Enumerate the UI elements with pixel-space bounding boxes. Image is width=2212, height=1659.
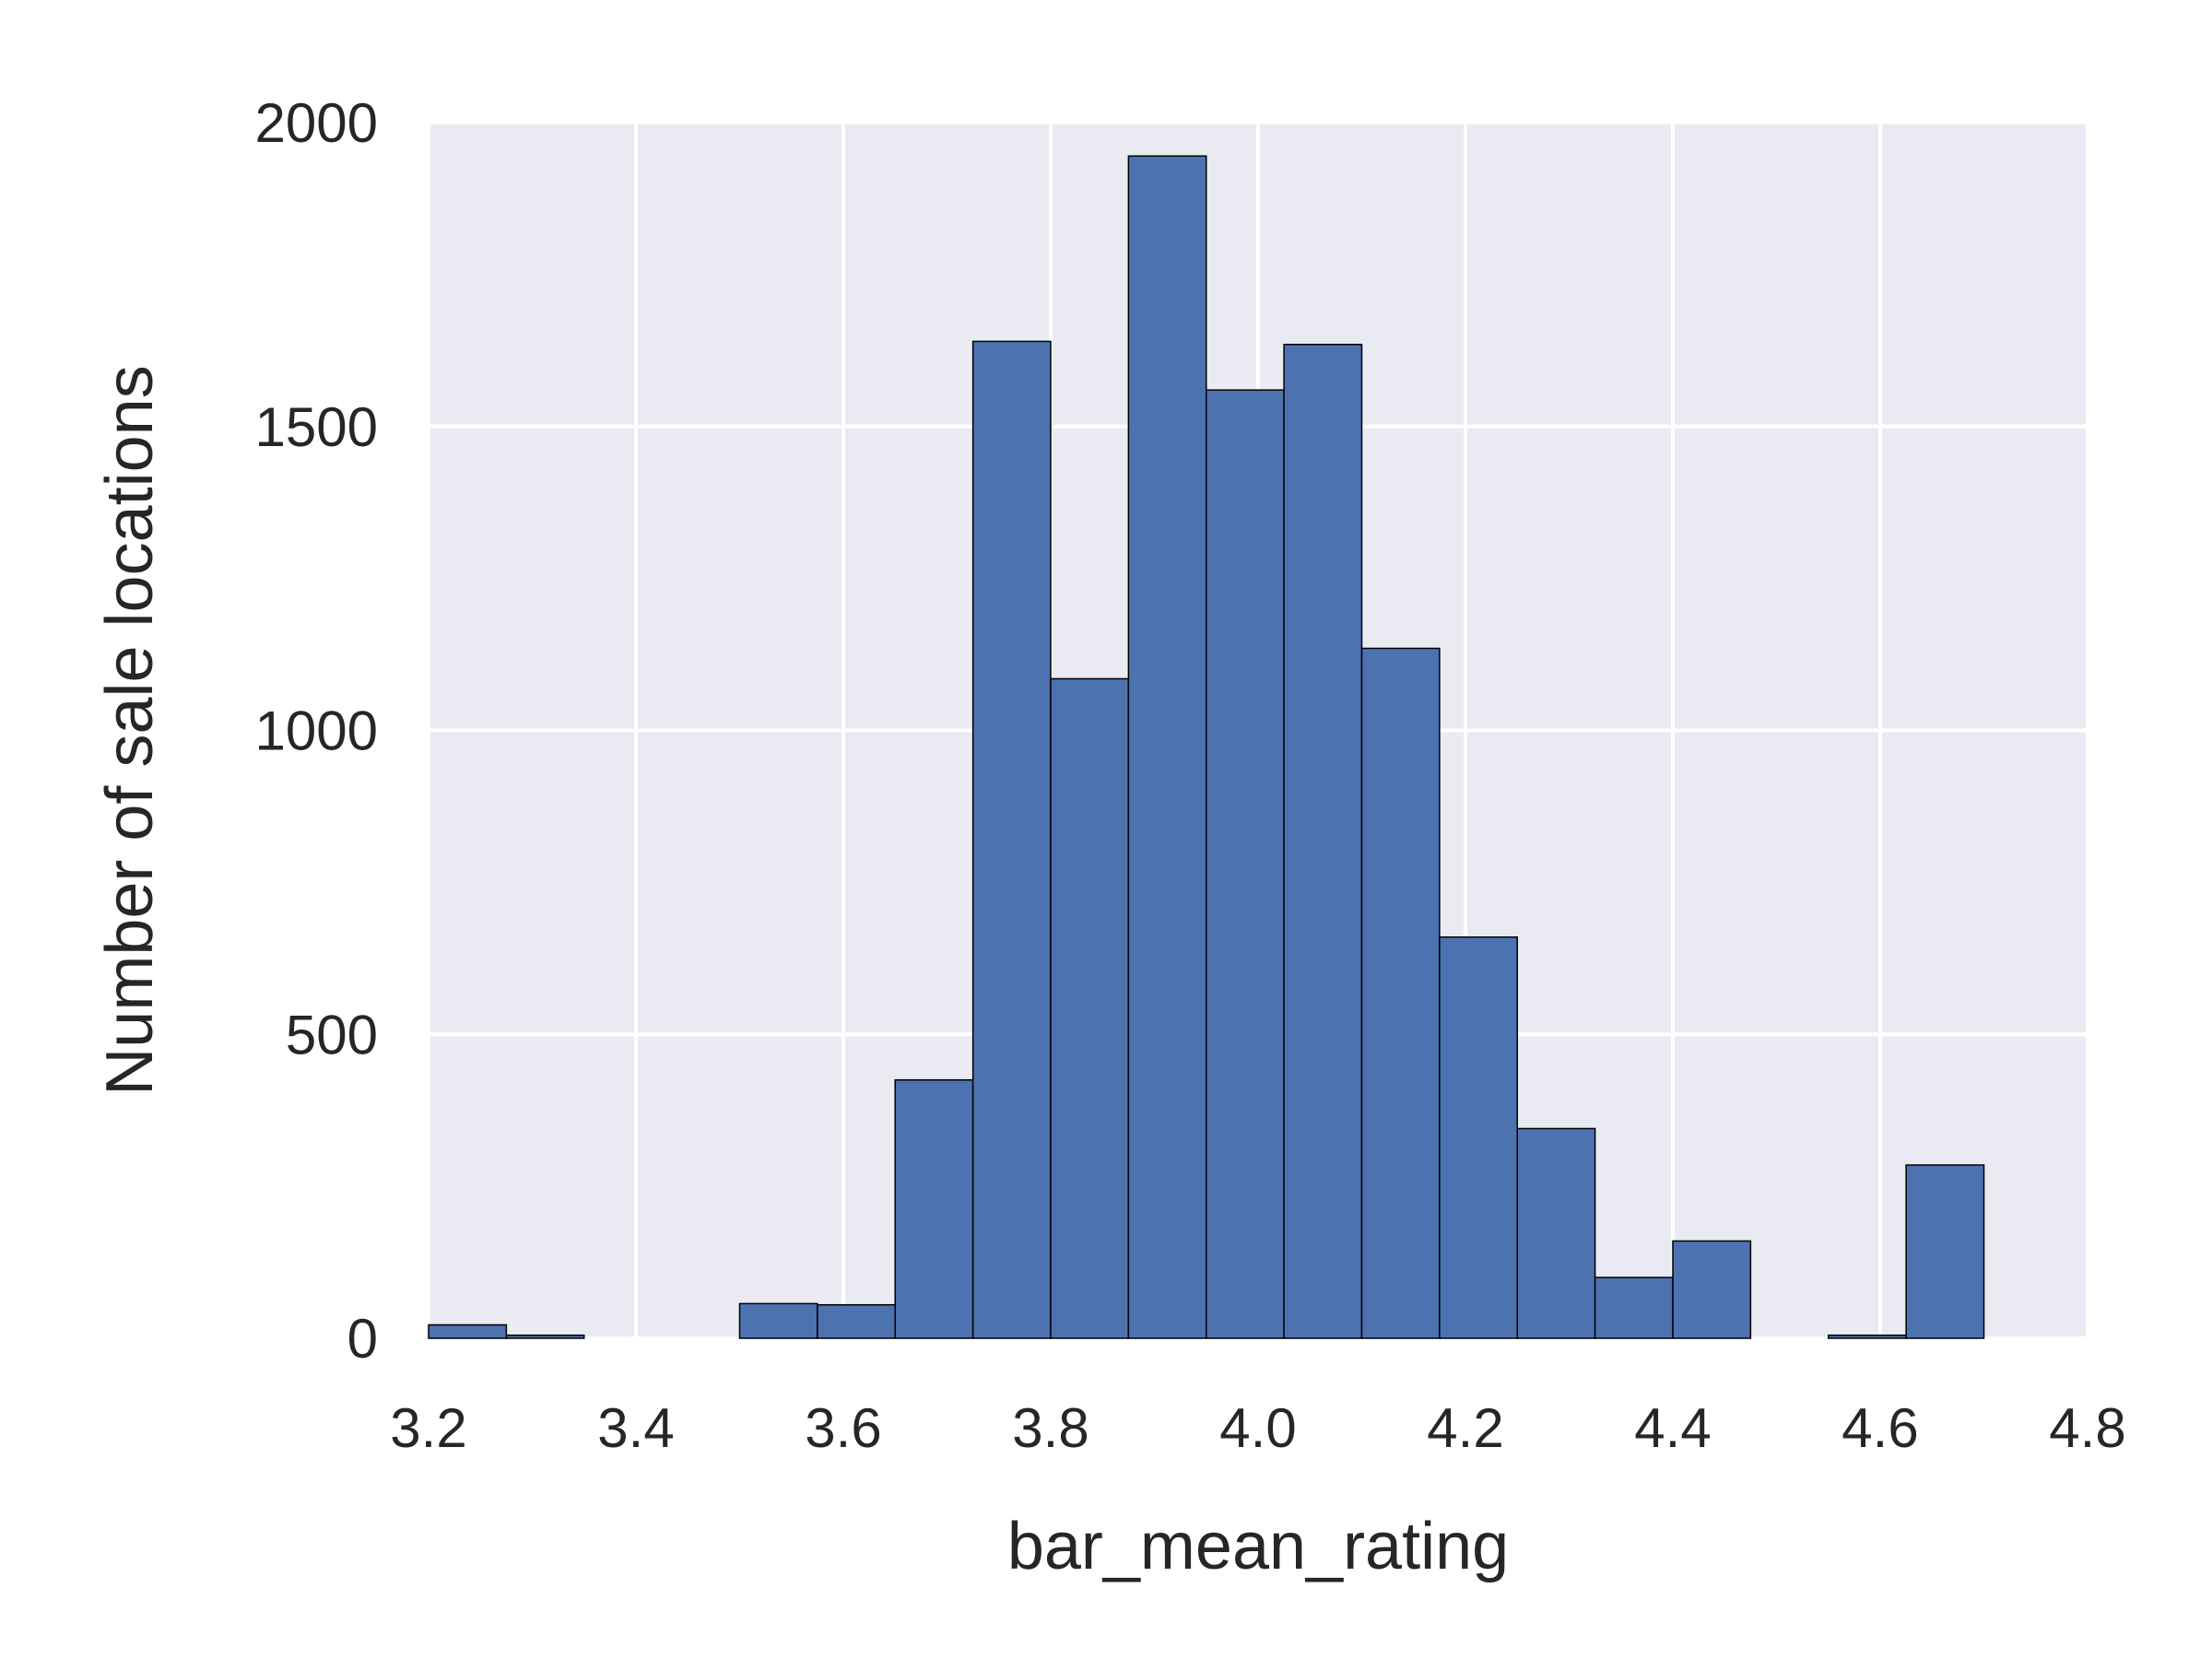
x-tick-label: 4.6 — [1841, 1397, 1918, 1459]
histogram-bar — [971, 340, 1052, 1339]
histogram-bar — [1905, 1164, 1985, 1339]
histogram-bar — [505, 1334, 585, 1339]
x-tick-label: 3.6 — [805, 1397, 881, 1459]
y-tick-label: 2000 — [255, 92, 378, 154]
histogram-bar — [1050, 677, 1130, 1339]
x-tick-label: 3.8 — [1012, 1397, 1088, 1459]
histogram-bars — [428, 155, 1985, 1339]
x-tick-labels: 3.2 3.4 3.6 3.8 4.0 4.2 4.4 4.6 4.8 — [390, 1397, 2125, 1459]
histogram-bar — [817, 1303, 896, 1339]
y-tick-label: 1500 — [255, 396, 378, 458]
y-tick-labels: 0 500 1000 1500 2000 — [255, 92, 378, 1370]
histogram-bar — [1516, 1127, 1596, 1339]
x-tick-label: 4.8 — [2049, 1397, 2125, 1459]
y-tick-label: 500 — [286, 1004, 378, 1065]
histogram-bar — [1127, 155, 1207, 1339]
x-tick-label: 3.2 — [390, 1397, 466, 1459]
x-tick-label: 4.2 — [1427, 1397, 1503, 1459]
histogram-bar — [1594, 1277, 1674, 1339]
histogram-bar — [738, 1302, 818, 1339]
x-tick-label: 4.0 — [1219, 1397, 1296, 1459]
x-tick-label: 4.4 — [1634, 1397, 1711, 1459]
histogram-bar — [1672, 1240, 1752, 1339]
x-axis-label: bar_mean_rating — [1007, 1510, 1509, 1583]
y-axis-label: Number of sale locations — [93, 365, 167, 1095]
histogram-bar — [1206, 389, 1285, 1339]
histogram-bar — [1360, 647, 1441, 1339]
y-tick-label: 1000 — [255, 700, 378, 762]
histogram-bar — [1828, 1334, 1907, 1339]
histogram-bar — [428, 1324, 508, 1339]
y-tick-label: 0 — [347, 1308, 378, 1370]
histogram-bar — [1439, 935, 1518, 1339]
histogram-bar — [894, 1078, 974, 1339]
histogram-bar — [1283, 343, 1363, 1339]
x-tick-label: 3.4 — [597, 1397, 674, 1459]
